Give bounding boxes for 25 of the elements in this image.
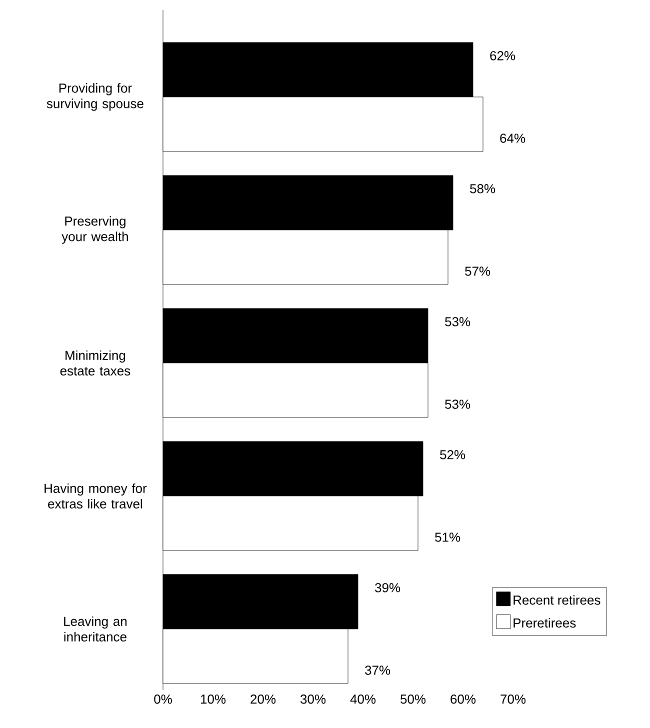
x-tick-label: 30% [300,694,326,704]
data-label: 53% [445,317,470,326]
data-label: 53% [445,400,470,409]
data-label: 37% [365,666,390,675]
data-label: 64% [500,134,526,143]
data-label: 58% [470,184,496,194]
x-tick-label: 10% [200,694,226,704]
data-label: 52% [440,450,466,460]
x-tick-label: 60% [450,694,476,704]
legend-label: Recent retirees [514,595,600,605]
y-tick-label: Leaving an inheritance [64,616,127,642]
legend-label: Preretirees [514,618,576,628]
y-tick-label: Preserving your wealth [62,216,128,244]
x-tick-label: 20% [250,694,276,704]
x-tick-label: 40% [350,694,376,704]
data-label: 39% [375,583,400,592]
y-tick-label: Having money for extras like travel [44,483,147,508]
x-tick-label: 50% [400,694,426,704]
data-label: 62% [490,51,516,60]
y-tick-label: Providing for surviving spouse [46,83,144,111]
data-label: 57% [465,266,490,276]
x-tick-label: 0% [154,694,172,704]
x-tick-label: 70% [500,694,526,704]
y-tick-label: Minimizing estate taxes [60,350,130,376]
data-label: 51% [435,532,460,542]
